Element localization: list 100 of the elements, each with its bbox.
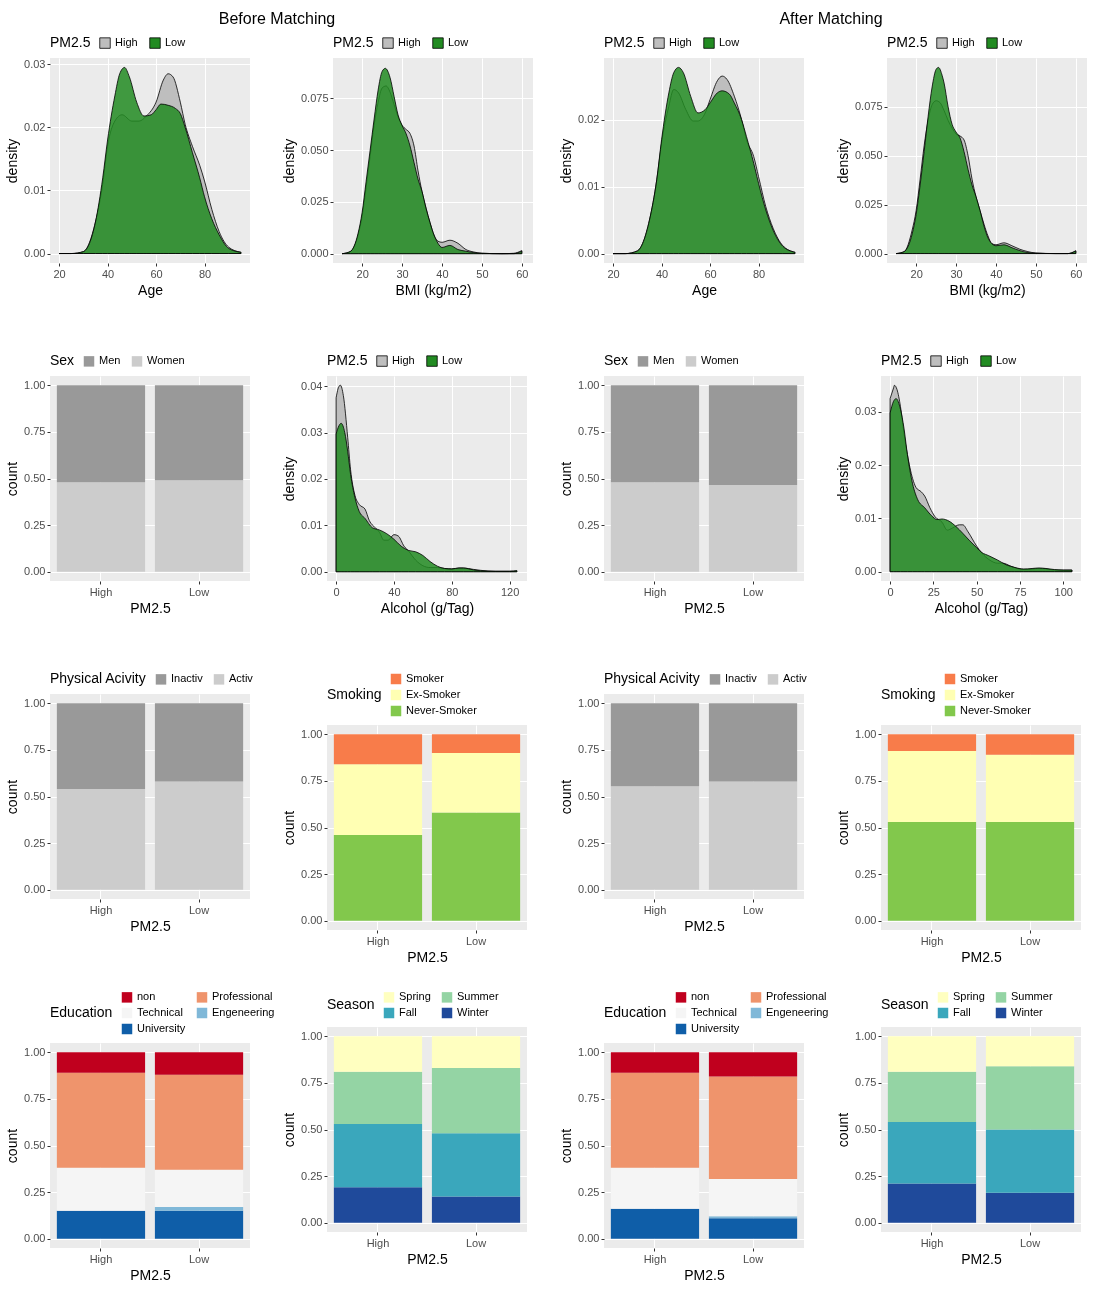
legend-label: High — [392, 354, 415, 367]
y-axis-title: count — [558, 461, 575, 497]
legend-label: Professional — [212, 990, 273, 1003]
y-tick-label: 0.25 — [578, 836, 600, 849]
legend-title: PM2.5 — [604, 34, 645, 50]
y-tick-label: 1.00 — [301, 727, 323, 740]
legend-label: Low — [719, 36, 740, 49]
y-tick-label: 0.04 — [301, 379, 323, 392]
x-tick-label: 30 — [950, 267, 963, 280]
x-tick-label: 50 — [476, 267, 489, 280]
legend-title: PM2.5 — [881, 352, 922, 368]
y-tick-label: 0.25 — [855, 867, 877, 880]
x-axis-title: PM2.5 — [684, 599, 725, 616]
legend-label: Summer — [457, 990, 499, 1003]
legend-label: Winter — [1011, 1006, 1044, 1018]
y-tick-label: 0.25 — [578, 518, 600, 531]
legend-title: Smoking — [327, 686, 382, 702]
x-axis-title: Alcohol (g/Tag) — [934, 599, 1029, 616]
x-tick-label: High — [89, 1252, 113, 1265]
y-tick-label: 1.00 — [578, 378, 600, 391]
legend-label: non — [137, 990, 156, 1003]
legend-label: Fall — [399, 1006, 417, 1018]
legend-title: Season — [881, 996, 929, 1012]
x-tick-label: 80 — [752, 267, 766, 280]
x-axis-title: BMI (kg/m2) — [949, 281, 1026, 298]
x-tick-label: 20 — [607, 267, 620, 280]
y-tick-label: 0.25 — [24, 518, 46, 531]
x-tick-label: 50 — [971, 585, 984, 598]
x-tick-label: High — [366, 1236, 390, 1249]
y-tick-label: 0.75 — [301, 1076, 323, 1089]
x-axis-title: BMI (kg/m2) — [395, 281, 472, 298]
x-tick-label: Low — [188, 903, 210, 916]
y-tick-label: 0.25 — [24, 1185, 46, 1198]
y-tick-label: 0.00 — [24, 883, 46, 896]
x-tick-label: Low — [465, 1236, 487, 1249]
x-axis-title: PM2.5 — [961, 1250, 1002, 1267]
legend-title: Sex — [604, 352, 629, 368]
y-tick-label: 0.02 — [301, 472, 323, 485]
legend-title: Education — [50, 1004, 113, 1020]
y-tick-label: 0.00 — [301, 1216, 323, 1229]
y-tick-label: 0.050 — [854, 149, 883, 162]
y-tick-label: 0.75 — [578, 1092, 600, 1105]
y-tick-label: 0.50 — [24, 790, 46, 802]
legend-label: Technical — [691, 1006, 737, 1018]
x-tick-label: High — [366, 934, 390, 947]
y-tick-label: 0.50 — [855, 1123, 877, 1135]
y-tick-label: 0.25 — [24, 836, 46, 849]
x-axis-title: PM2.5 — [684, 917, 725, 934]
legend-label: High — [669, 36, 692, 49]
y-tick-label: 1.00 — [24, 696, 46, 709]
y-tick-label: 0.000 — [300, 247, 329, 260]
y-tick-label: 0.25 — [301, 867, 323, 880]
y-axis-title: density — [835, 456, 852, 502]
x-tick-label: 20 — [356, 267, 369, 280]
legend-label: Low — [165, 36, 186, 49]
x-tick-label: High — [643, 585, 667, 598]
y-tick-label: 0.00 — [855, 1216, 877, 1229]
x-tick-label: 40 — [101, 267, 115, 280]
legend-label: Spring — [953, 990, 985, 1003]
legend-label: Men — [653, 354, 675, 367]
y-tick-label: 1.00 — [24, 1045, 46, 1058]
y-tick-label: 0.50 — [301, 1123, 323, 1135]
y-tick-label: 0.00 — [578, 247, 600, 260]
legend-label: Ex-Smoker — [960, 688, 1015, 700]
y-tick-label: 0.50 — [578, 472, 600, 484]
x-tick-label: High — [920, 934, 944, 947]
legend-label: Never-Smoker — [960, 704, 1032, 716]
y-axis-title: density — [4, 138, 21, 184]
y-tick-label: 0.00 — [24, 247, 46, 260]
y-tick-label: 0.01 — [855, 511, 877, 524]
legend-label: Engeneering — [766, 1006, 829, 1018]
y-tick-label: 1.00 — [24, 378, 46, 391]
y-tick-label: 0.50 — [301, 821, 323, 833]
x-tick-label: 40 — [655, 267, 669, 280]
x-tick-label: High — [920, 1236, 944, 1249]
y-tick-label: 0.75 — [24, 1092, 46, 1105]
y-tick-label: 0.50 — [24, 1139, 46, 1151]
legend-title: PM2.5 — [327, 352, 368, 368]
y-tick-label: 0.00 — [578, 1232, 600, 1245]
y-tick-label: 0.25 — [855, 1169, 877, 1182]
x-axis-title: PM2.5 — [130, 599, 171, 616]
y-tick-label: 0.01 — [578, 180, 600, 193]
y-tick-label: 0.75 — [855, 774, 877, 787]
legend-label: Low — [996, 354, 1017, 367]
chart-title: After Matching — [778, 9, 884, 29]
y-tick-label: 0.00 — [578, 883, 600, 896]
x-tick-label: 100 — [1054, 585, 1073, 598]
legend-label: Activ — [783, 672, 808, 685]
legend-label: Smoker — [406, 672, 445, 684]
legend-label: non — [691, 990, 710, 1003]
x-tick-label: Low — [465, 934, 487, 947]
y-tick-label: 0.75 — [578, 425, 600, 438]
x-tick-label: Low — [742, 903, 764, 916]
y-tick-label: 0.00 — [855, 565, 877, 578]
legend-label: Ex-Smoker — [406, 688, 461, 700]
y-tick-label: 0.00 — [24, 565, 46, 578]
y-axis-title: count — [281, 1112, 298, 1148]
legend-label: High — [115, 36, 138, 49]
y-tick-label: 0.000 — [854, 247, 883, 260]
x-axis-title: PM2.5 — [130, 1266, 171, 1283]
